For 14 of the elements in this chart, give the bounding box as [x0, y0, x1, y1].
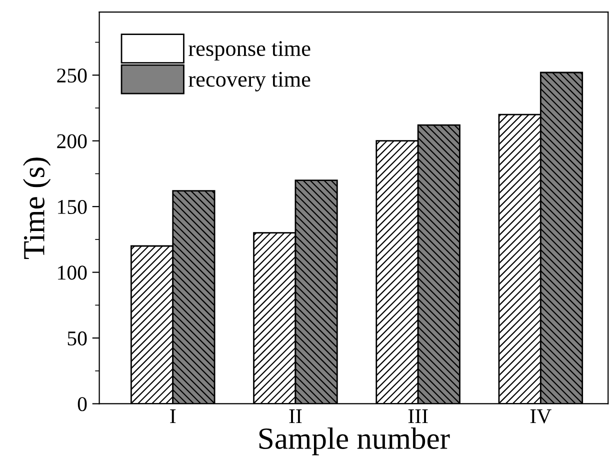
- y-tick-label: 150: [58, 200, 87, 214]
- y-tick-label: 50: [68, 331, 87, 346]
- y-tick-label: 200: [57, 134, 87, 148]
- x-tick-label: III: [408, 409, 428, 424]
- y-tick-label: 100: [58, 266, 87, 280]
- x-tick-label: II: [289, 409, 302, 424]
- legend-label: response time: [188, 41, 310, 61]
- y-tick-label: 0: [78, 397, 87, 412]
- y-tick-label: 250: [57, 68, 87, 83]
- x-axis-title: Sample number: [259, 427, 450, 456]
- legend-label: recovery time: [188, 72, 310, 92]
- x-tick-label: IV: [530, 409, 552, 424]
- y-axis-title: Time (s): [22, 158, 51, 259]
- x-tick-label: I: [170, 409, 176, 424]
